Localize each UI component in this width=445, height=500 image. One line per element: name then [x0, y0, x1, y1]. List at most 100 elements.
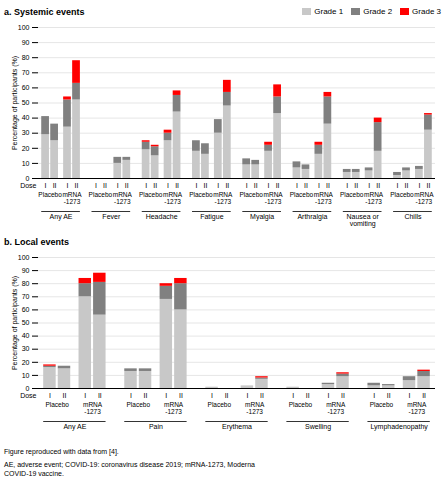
svg-text:90: 90 [22, 267, 30, 274]
svg-text:mRNA-1273: mRNA-1273 [314, 191, 334, 205]
svg-text:I: I [373, 392, 375, 399]
svg-text:II: II [179, 392, 183, 399]
svg-text:Headache: Headache [146, 213, 178, 220]
svg-text:II: II [144, 392, 148, 399]
svg-text:70: 70 [22, 69, 30, 76]
svg-text:II: II [326, 182, 330, 189]
svg-text:Myalgia: Myalgia [250, 213, 274, 221]
svg-text:II: II [304, 182, 308, 189]
svg-text:Placebo: Placebo [208, 401, 232, 408]
svg-text:I: I [49, 392, 51, 399]
svg-text:I: I [165, 392, 167, 399]
svg-text:mRNA-1273: mRNA-1273 [164, 401, 184, 415]
svg-text:I: I [117, 182, 119, 189]
svg-text:I: I [145, 182, 147, 189]
svg-text:Placebo: Placebo [390, 191, 414, 198]
svg-text:II: II [225, 392, 229, 399]
svg-text:I: I [418, 182, 420, 189]
svg-text:I: I [167, 182, 169, 189]
svg-text:II: II [341, 392, 345, 399]
svg-text:I: I [246, 182, 248, 189]
svg-text:II: II [63, 392, 67, 399]
svg-text:I: I [67, 182, 69, 189]
svg-text:I: I [130, 392, 132, 399]
svg-text:mRNA-1273: mRNA-1273 [62, 191, 82, 205]
svg-text:30: 30 [22, 345, 30, 352]
svg-text:I: I [246, 392, 248, 399]
svg-text:I: I [95, 182, 97, 189]
svg-text:Fever: Fever [102, 213, 121, 220]
svg-text:I: I [292, 392, 294, 399]
svg-text:50: 50 [22, 319, 30, 326]
svg-text:80: 80 [22, 54, 30, 61]
svg-text:60: 60 [22, 306, 30, 313]
svg-text:0: 0 [26, 175, 30, 182]
svg-text:Placebo: Placebo [139, 191, 163, 198]
svg-text:II: II [225, 182, 229, 189]
svg-text:I: I [327, 392, 329, 399]
svg-text:mRNA-1273: mRNA-1273 [213, 191, 233, 205]
svg-text:mRNA-1273: mRNA-1273 [407, 401, 427, 415]
svg-text:40: 40 [22, 332, 30, 339]
svg-text:I: I [84, 392, 86, 399]
svg-text:Placebo: Placebo [239, 191, 263, 198]
svg-text:Swelling: Swelling [305, 423, 331, 431]
svg-text:II: II [254, 182, 258, 189]
svg-text:I: I [318, 182, 320, 189]
svg-text:I: I [368, 182, 370, 189]
svg-text:II: II [98, 392, 102, 399]
svg-text:70: 70 [22, 293, 30, 300]
svg-text:Placebo: Placebo [45, 401, 69, 408]
svg-text:I: I [45, 182, 47, 189]
svg-text:I: I [211, 392, 213, 399]
svg-text:II: II [422, 392, 426, 399]
svg-text:I: I [217, 182, 219, 189]
svg-text:II: II [125, 182, 129, 189]
svg-text:I: I [409, 392, 411, 399]
svg-text:Pain: Pain [149, 423, 163, 430]
svg-text:Any AE: Any AE [63, 423, 86, 431]
svg-text:Placebo: Placebo [89, 191, 113, 198]
svg-text:Percentage of participants (%): Percentage of participants (%) [11, 56, 19, 150]
svg-text:0: 0 [26, 385, 30, 392]
svg-text:Placebo: Placebo [340, 191, 364, 198]
svg-text:mRNA-1273: mRNA-1273 [414, 191, 434, 205]
svg-text:mRNA-1273: mRNA-1273 [264, 191, 284, 205]
svg-text:II: II [354, 182, 358, 189]
svg-text:100: 100 [18, 254, 30, 261]
svg-text:Placebo: Placebo [290, 191, 314, 198]
svg-text:20: 20 [22, 359, 30, 366]
svg-text:Any AE: Any AE [50, 213, 73, 221]
svg-text:80: 80 [22, 280, 30, 287]
svg-text:20: 20 [22, 145, 30, 152]
svg-text:100: 100 [18, 24, 30, 31]
svg-text:Placebo: Placebo [38, 191, 62, 198]
svg-text:10: 10 [22, 160, 30, 167]
svg-text:II: II [405, 182, 409, 189]
svg-text:I: I [195, 182, 197, 189]
svg-text:Placebo: Placebo [289, 401, 313, 408]
svg-text:II: II [276, 182, 280, 189]
svg-text:II: II [153, 182, 157, 189]
svg-text:Chills: Chills [404, 213, 422, 220]
svg-text:II: II [376, 182, 380, 189]
svg-text:II: II [260, 392, 264, 399]
svg-text:mRNA-1273: mRNA-1273 [163, 191, 183, 205]
svg-text:mRNA-1273: mRNA-1273 [113, 191, 133, 205]
svg-text:Arthralgia: Arthralgia [297, 213, 327, 221]
svg-text:90: 90 [22, 39, 30, 46]
svg-text:mRNA-1273: mRNA-1273 [364, 191, 384, 205]
svg-text:I: I [296, 182, 298, 189]
svg-text:Erythema: Erythema [222, 423, 252, 431]
svg-text:Nausea orvomiting: Nausea orvomiting [347, 213, 380, 228]
svg-text:60: 60 [22, 84, 30, 91]
svg-text:50: 50 [22, 99, 30, 106]
svg-text:Dose: Dose [20, 182, 36, 189]
svg-text:Placebo: Placebo [189, 191, 213, 198]
svg-text:I: I [268, 182, 270, 189]
svg-text:I: I [346, 182, 348, 189]
svg-text:mRNA-1273: mRNA-1273 [245, 401, 265, 415]
svg-text:Placebo: Placebo [370, 401, 394, 408]
svg-text:Fatigue: Fatigue [200, 213, 223, 221]
svg-text:Percentage of participants (%): Percentage of participants (%) [11, 276, 19, 370]
